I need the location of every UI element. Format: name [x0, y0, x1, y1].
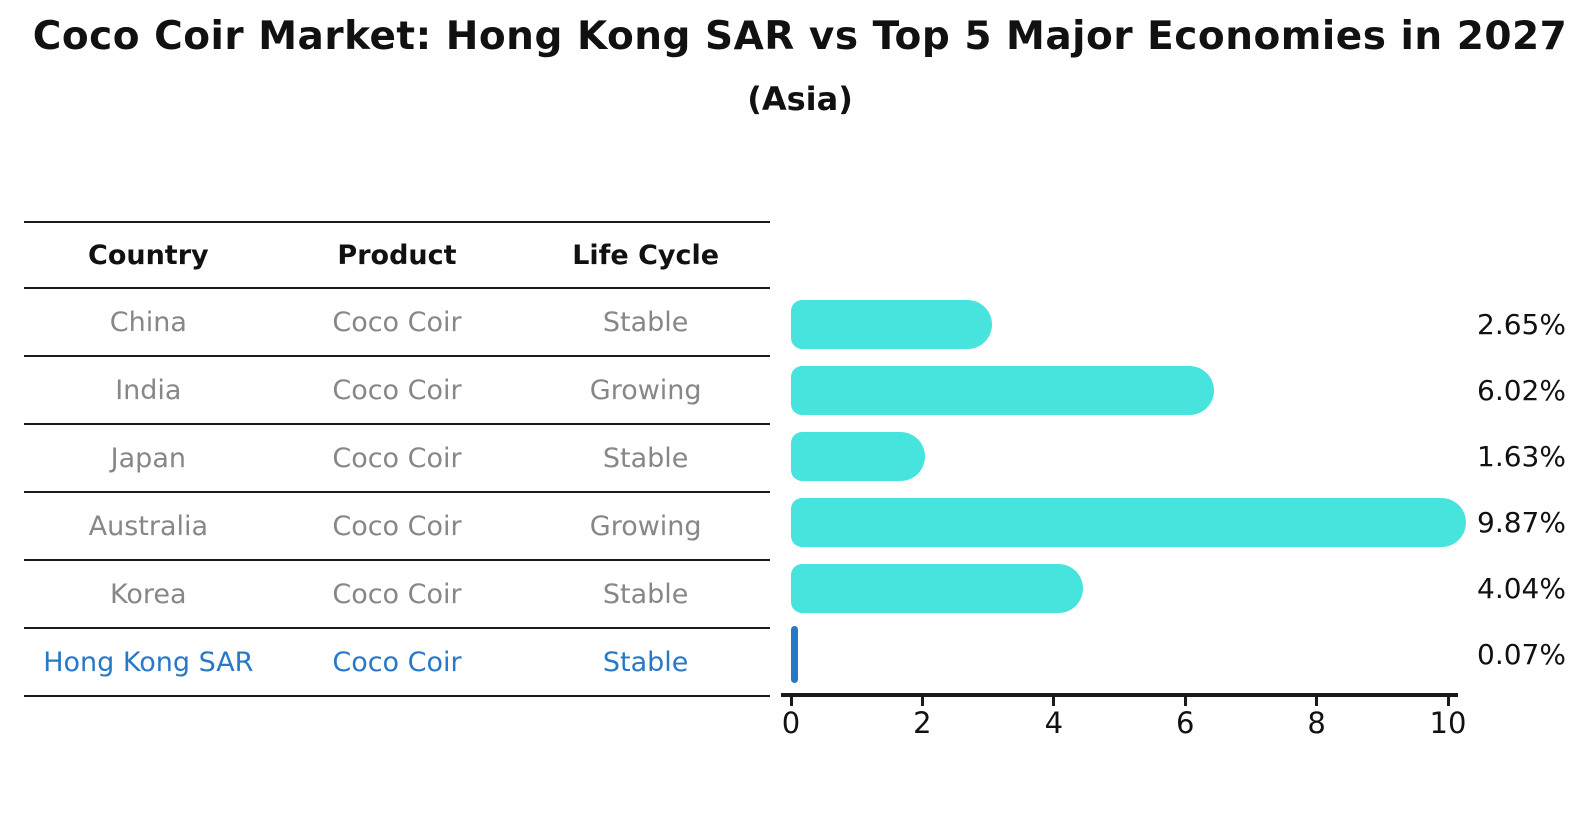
bar-china: [791, 300, 992, 349]
table-cell-life-cycle: Growing: [589, 374, 702, 406]
table-cell-product: Coco Coir: [332, 374, 462, 406]
table-cell-life-cycle: Stable: [602, 442, 689, 474]
bar-hong-kong-sar: [791, 626, 798, 683]
country-table: Country Product Life Cycle China Coco Coir S…: [24, 221, 770, 697]
bar-korea: [791, 564, 1083, 613]
chart-title: Coco Coir Market: Hong Kong SAR vs Top 5…: [32, 14, 1568, 59]
table-cell-product: Coco Coir: [332, 646, 462, 678]
table-header-cell-country: Country: [88, 239, 209, 271]
table-cell-life-cycle: Stable: [602, 306, 689, 338]
table-row-china: China Coco Coir Stable: [24, 289, 770, 357]
x-tick-label-6: 6: [1175, 706, 1195, 740]
value-label-korea: 4.04%: [1477, 571, 1566, 605]
table-cell-country: China: [109, 306, 187, 338]
bar-australia: [791, 498, 1466, 547]
bar-japan: [791, 432, 925, 481]
table-cell-product: Coco Coir: [332, 442, 462, 474]
value-label-india: 6.02%: [1477, 373, 1566, 407]
table-row-hong-kong-sar: Hong Kong SAR Coco Coir Stable: [24, 629, 770, 697]
x-tick-label-2: 2: [913, 706, 932, 740]
table-row-india: India Coco Coir Growing: [24, 357, 770, 425]
table-row-japan: Japan Coco Coir Stable: [24, 425, 770, 493]
x-tick-label-0: 0: [781, 706, 801, 740]
value-label-australia: 9.87%: [1477, 505, 1566, 539]
table-row-korea: Korea Coco Coir Stable: [24, 561, 770, 629]
table-header-cell-product: Product: [337, 239, 457, 271]
chart-subtitle: (Asia): [747, 80, 853, 118]
value-label-china: 2.65%: [1477, 307, 1566, 341]
table-cell-country: India: [115, 374, 182, 406]
x-tick-2: [920, 696, 924, 706]
table-cell-country: Japan: [110, 442, 186, 474]
table-row-australia: Australia Coco Coir Growing: [24, 493, 770, 561]
x-tick-0: [789, 696, 793, 706]
x-tick-4: [1052, 696, 1056, 706]
x-tick-8: [1315, 696, 1319, 706]
x-tick-label-8: 8: [1307, 706, 1326, 740]
table-cell-life-cycle: Stable: [602, 578, 689, 610]
x-tick-label-10: 10: [1429, 706, 1467, 740]
table-cell-country: Australia: [88, 510, 209, 542]
table-cell-country: Korea: [110, 578, 187, 610]
x-tick-10: [1446, 696, 1450, 706]
bar-india: [791, 366, 1214, 415]
table-cell-product: Coco Coir: [332, 578, 462, 610]
table-header-cell-life-cycle: Life Cycle: [572, 239, 720, 271]
value-label-japan: 1.63%: [1477, 439, 1566, 473]
table-cell-country: Hong Kong SAR: [43, 646, 254, 678]
x-axis-line: [781, 693, 1458, 697]
x-tick-label-4: 4: [1044, 706, 1064, 740]
value-label-hong-kong-sar: 0.07%: [1477, 637, 1566, 671]
x-tick-6: [1183, 696, 1187, 706]
table-header-row: Country Product Life Cycle: [24, 223, 770, 289]
table-cell-product: Coco Coir: [332, 306, 462, 338]
table-body: China Coco Coir Stable India Coco Coir Growin…: [24, 289, 770, 697]
table-cell-life-cycle: Stable: [602, 646, 689, 678]
table-cell-product: Coco Coir: [332, 510, 462, 542]
table-cell-life-cycle: Growing: [589, 510, 702, 542]
